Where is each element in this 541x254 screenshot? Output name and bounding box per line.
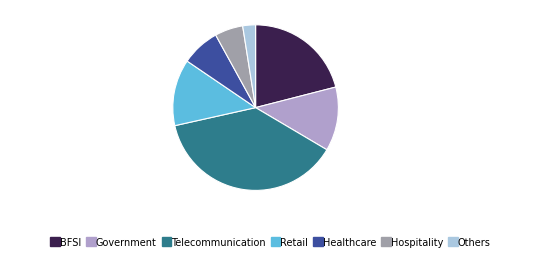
Wedge shape	[216, 26, 255, 108]
Wedge shape	[187, 35, 255, 108]
Legend: BFSI, Government, Telecommunication, Retail, Healthcare, Hospitality, Others: BFSI, Government, Telecommunication, Ret…	[47, 234, 494, 252]
Wedge shape	[243, 25, 255, 108]
Wedge shape	[175, 108, 327, 190]
Wedge shape	[173, 61, 255, 126]
Wedge shape	[255, 25, 336, 108]
Wedge shape	[255, 87, 338, 150]
